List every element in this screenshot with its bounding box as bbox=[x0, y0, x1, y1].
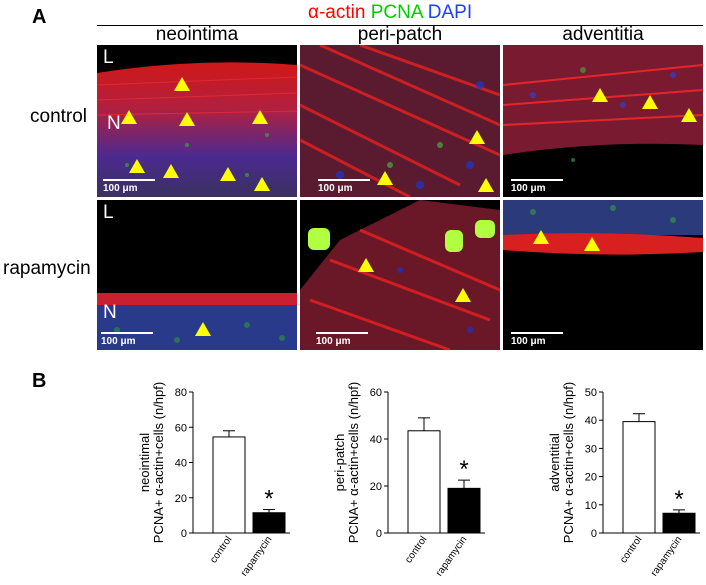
scale-bar: 100 μm bbox=[511, 179, 563, 194]
y-tick-label: 50 bbox=[585, 387, 597, 399]
y-tick-label: 0 bbox=[591, 528, 597, 540]
pcna-arrow bbox=[129, 159, 145, 173]
y-axis-label: neointimal bbox=[137, 433, 152, 492]
pcna-arrow bbox=[584, 237, 600, 251]
column-label-adventitia: adventitia bbox=[562, 24, 644, 45]
header-rule bbox=[97, 25, 703, 26]
neointima-label: N bbox=[107, 113, 121, 134]
y-tick-label: 40 bbox=[175, 458, 187, 470]
scale-bar: 100 μm bbox=[103, 179, 155, 194]
pcna-arrow bbox=[220, 167, 236, 181]
pcna-arrow bbox=[163, 164, 179, 178]
column-label-neointima: neointima bbox=[155, 24, 239, 45]
y-tick-label: 20 bbox=[585, 472, 597, 484]
scale-bar: 100 μm bbox=[101, 332, 153, 347]
panel-b-letter: B bbox=[32, 370, 47, 392]
y-axis-label: PCNA+ α-actin+cells (n/hpf) bbox=[346, 382, 361, 543]
pcna-arrow bbox=[478, 178, 494, 192]
column-label-peri-patch: peri-patch bbox=[357, 24, 443, 45]
y-tick-label: 60 bbox=[370, 387, 382, 399]
chart-peri-patch: 0 20 40 60 control rapamycin * peri-patch PCNA+ … bbox=[332, 382, 485, 579]
y-axis-label: peri-patch bbox=[332, 434, 347, 492]
pcna-arrow bbox=[121, 110, 137, 124]
pcna-arrow bbox=[179, 112, 195, 126]
pcna-arrow bbox=[174, 77, 190, 91]
y-tick-label: 20 bbox=[370, 481, 382, 493]
lumen-label: L bbox=[103, 202, 114, 223]
bar-control bbox=[212, 436, 246, 534]
pcna-arrow bbox=[533, 230, 549, 244]
bar-control bbox=[622, 421, 656, 534]
y-tick-label: 30 bbox=[585, 443, 597, 455]
stain-pcna: PCNA bbox=[370, 2, 423, 23]
y-tick-label: 80 bbox=[175, 387, 187, 399]
pcna-arrow bbox=[592, 88, 608, 102]
micrograph-control-adventitia: 100 μm bbox=[503, 45, 703, 197]
panel-a-letter: A bbox=[32, 6, 47, 28]
micrograph-rapamycin-neointima: L N 100 μm bbox=[97, 200, 297, 350]
bar-rapamycin bbox=[252, 512, 286, 534]
y-axis-label: PCNA+ α-actin+cells (n/hpf) bbox=[561, 382, 576, 543]
bar-rapamycin bbox=[447, 487, 481, 534]
lumen-label: L bbox=[103, 47, 114, 68]
x-tick-label: control bbox=[208, 534, 234, 565]
x-tick-label: control bbox=[618, 534, 644, 565]
stain-dapi: DAPI bbox=[427, 2, 473, 23]
pcna-arrow bbox=[642, 95, 658, 109]
y-axis-label: adventitial bbox=[547, 433, 562, 492]
pcna-arrow bbox=[377, 171, 393, 185]
y-tick-label: 20 bbox=[175, 493, 187, 505]
bar-control bbox=[407, 430, 441, 534]
row-label-rapamycin: rapamycin bbox=[3, 258, 91, 279]
stain-actin: α-actin bbox=[308, 2, 366, 23]
micrograph-rapamycin-peri-patch: 100 μm bbox=[300, 200, 500, 350]
x-tick-label: control bbox=[403, 534, 429, 565]
significance-star: * bbox=[674, 486, 683, 513]
pcna-arrow bbox=[254, 177, 270, 191]
neointima-label: N bbox=[103, 302, 117, 323]
y-tick-label: 60 bbox=[175, 422, 187, 434]
micrograph-rapamycin-adventitia: 100 μm bbox=[503, 200, 703, 350]
pcna-arrow bbox=[252, 110, 268, 124]
y-tick-label: 40 bbox=[585, 415, 597, 427]
y-tick-label: 0 bbox=[181, 528, 187, 540]
pcna-arrow bbox=[195, 322, 211, 336]
scale-bar: 100 μm bbox=[318, 179, 370, 194]
pcna-arrow bbox=[469, 130, 485, 144]
micrograph-control-neointima: L N 100 μm bbox=[97, 45, 297, 197]
y-tick-label: 40 bbox=[370, 434, 382, 446]
x-tick-label: rapamycin bbox=[239, 534, 274, 578]
pcna-arrow bbox=[455, 288, 471, 302]
scale-bar: 100 μm bbox=[511, 332, 563, 347]
x-tick-label: rapamycin bbox=[649, 534, 684, 578]
x-tick-label: rapamycin bbox=[434, 534, 469, 578]
bar-rapamycin bbox=[662, 512, 696, 534]
y-tick-label: 10 bbox=[585, 500, 597, 512]
scale-bar: 100 μm bbox=[316, 332, 368, 347]
stain-title: α-actin PCNA DAPI bbox=[308, 2, 472, 24]
micrograph-control-peri-patch: 100 μm bbox=[300, 45, 500, 197]
significance-star: * bbox=[459, 456, 468, 483]
chart-adventitial: 0 10 20 30 40 50 control rapamycin * adventitial P… bbox=[547, 382, 700, 579]
significance-star: * bbox=[264, 486, 273, 513]
chart-neointimal: 0 20 40 60 80 control rapamycin * neointimal PCNA… bbox=[137, 382, 290, 579]
y-axis-label: PCNA+ α-actin+cells (n/hpf) bbox=[151, 382, 166, 543]
pcna-arrow bbox=[681, 108, 697, 122]
y-tick-label: 0 bbox=[376, 528, 382, 540]
row-label-control: control bbox=[30, 106, 88, 127]
pcna-arrow bbox=[358, 258, 374, 272]
